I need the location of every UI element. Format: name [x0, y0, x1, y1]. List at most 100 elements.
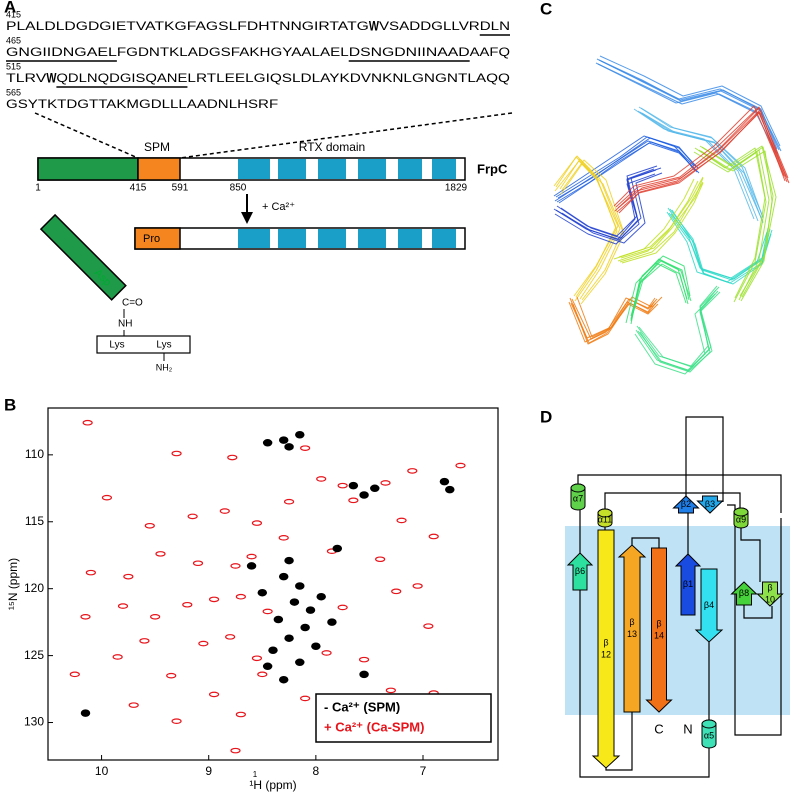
peak [117, 603, 129, 609]
x-tick-label: 9 [205, 764, 212, 778]
sequence-segment: PLALDLDGDGIETVATKGFAGSLFDHTNNGIRTATG [6, 19, 369, 33]
element-label: α11 [598, 514, 613, 524]
peak [311, 642, 321, 650]
peak [284, 556, 294, 565]
peak [407, 468, 418, 474]
lys-label: Lys [109, 340, 124, 351]
peak [144, 522, 155, 529]
backbone-trace [639, 111, 764, 223]
structure-render [553, 55, 790, 375]
peak [278, 535, 289, 541]
domain-diagram: SPM RTX domain FrpC 1 415 591 850 1829 +… [34, 112, 513, 372]
backbone-trace [572, 303, 659, 345]
peak [337, 604, 348, 611]
peak [123, 573, 134, 580]
sequence-segment: QDLNQDGISQANE [56, 71, 187, 85]
peak [289, 598, 300, 606]
backbone-trace [698, 149, 770, 301]
n-domain [37, 157, 139, 181]
peak [284, 634, 294, 642]
backbone-trace [557, 137, 699, 199]
backbone-trace [556, 165, 658, 237]
y-tick-label: 120 [24, 581, 44, 595]
peak [225, 634, 236, 640]
peak [439, 477, 450, 486]
peak [128, 702, 139, 708]
panel-label: A [4, 0, 16, 16]
position-label: 1 [35, 183, 41, 194]
terminus-label: N [683, 721, 692, 736]
x-axis-label: ¹H (ppm) [249, 778, 296, 792]
helix-cap [733, 507, 749, 517]
peak [192, 560, 204, 567]
arrow-head [241, 212, 253, 224]
residue-number: 565 [6, 87, 21, 97]
peak [300, 623, 310, 632]
peak [412, 583, 423, 589]
peak [80, 613, 91, 620]
peak [251, 520, 263, 526]
backbone-trace [571, 298, 658, 340]
element-label: α5 [704, 730, 714, 740]
backbone-trace [613, 178, 695, 260]
element-label: β4 [704, 600, 714, 610]
peak [316, 476, 327, 482]
peak [380, 480, 391, 486]
backbone-trace [553, 135, 695, 197]
panel-label: D [540, 407, 552, 426]
carbonyl-label: C=O [122, 298, 143, 309]
strand [694, 568, 724, 643]
protein-label: FrpC [477, 161, 508, 176]
sequence-segment: GSYTKTDGTTAKMGDLLLAADNLHSRF [6, 97, 278, 111]
peak [428, 533, 439, 540]
sequence-segment: AAFQ [470, 45, 510, 59]
backbone-trace [555, 136, 697, 198]
backbone-trace [558, 142, 700, 204]
peak [262, 662, 273, 671]
backbone-trace [621, 182, 704, 264]
backbone-trace [620, 177, 704, 259]
sequence-segment: W [369, 18, 380, 34]
amide-label: NH [118, 319, 132, 330]
helix-cap [597, 508, 613, 518]
backbone-trace [630, 260, 692, 322]
element-label: β8 [739, 588, 749, 598]
element-label: 10 [765, 594, 775, 604]
element-label: 14 [654, 630, 664, 640]
sequence-segment: W [46, 70, 57, 86]
y-tick-label: 110 [25, 447, 44, 461]
backbone-trace [638, 286, 720, 368]
backbone-trace [636, 285, 718, 367]
element-label: β1 [683, 579, 693, 589]
peak [300, 445, 311, 451]
peak [230, 563, 241, 569]
rtx-blocks [238, 229, 456, 248]
residue-number: 465 [6, 35, 21, 45]
position-label: 850 [230, 183, 247, 194]
strand [617, 544, 647, 713]
residue-number: 515 [6, 61, 21, 71]
peak [85, 569, 96, 576]
helix-cap [701, 719, 717, 729]
backbone-trace [638, 106, 764, 218]
y-tick-label: 115 [25, 514, 44, 528]
element-label: β [656, 618, 661, 628]
spm-domain [137, 157, 181, 181]
peak [316, 592, 326, 601]
peak [305, 606, 316, 614]
helix-cap [570, 483, 586, 493]
peak [227, 454, 238, 461]
backbone-trace [617, 180, 699, 262]
peak [262, 439, 273, 447]
peak [208, 691, 220, 698]
y-axis-label: ¹⁵N (ppm) [6, 558, 20, 610]
backbone-trace [560, 163, 625, 305]
sequence-segment: GNGIIDNGAEL [6, 45, 117, 59]
fragment-bar: Asp [39, 213, 127, 301]
rtx-blocks [238, 159, 456, 179]
peak [295, 582, 305, 590]
position-label: 415 [130, 183, 147, 194]
backbone-trace [619, 181, 704, 263]
peak [171, 450, 182, 457]
